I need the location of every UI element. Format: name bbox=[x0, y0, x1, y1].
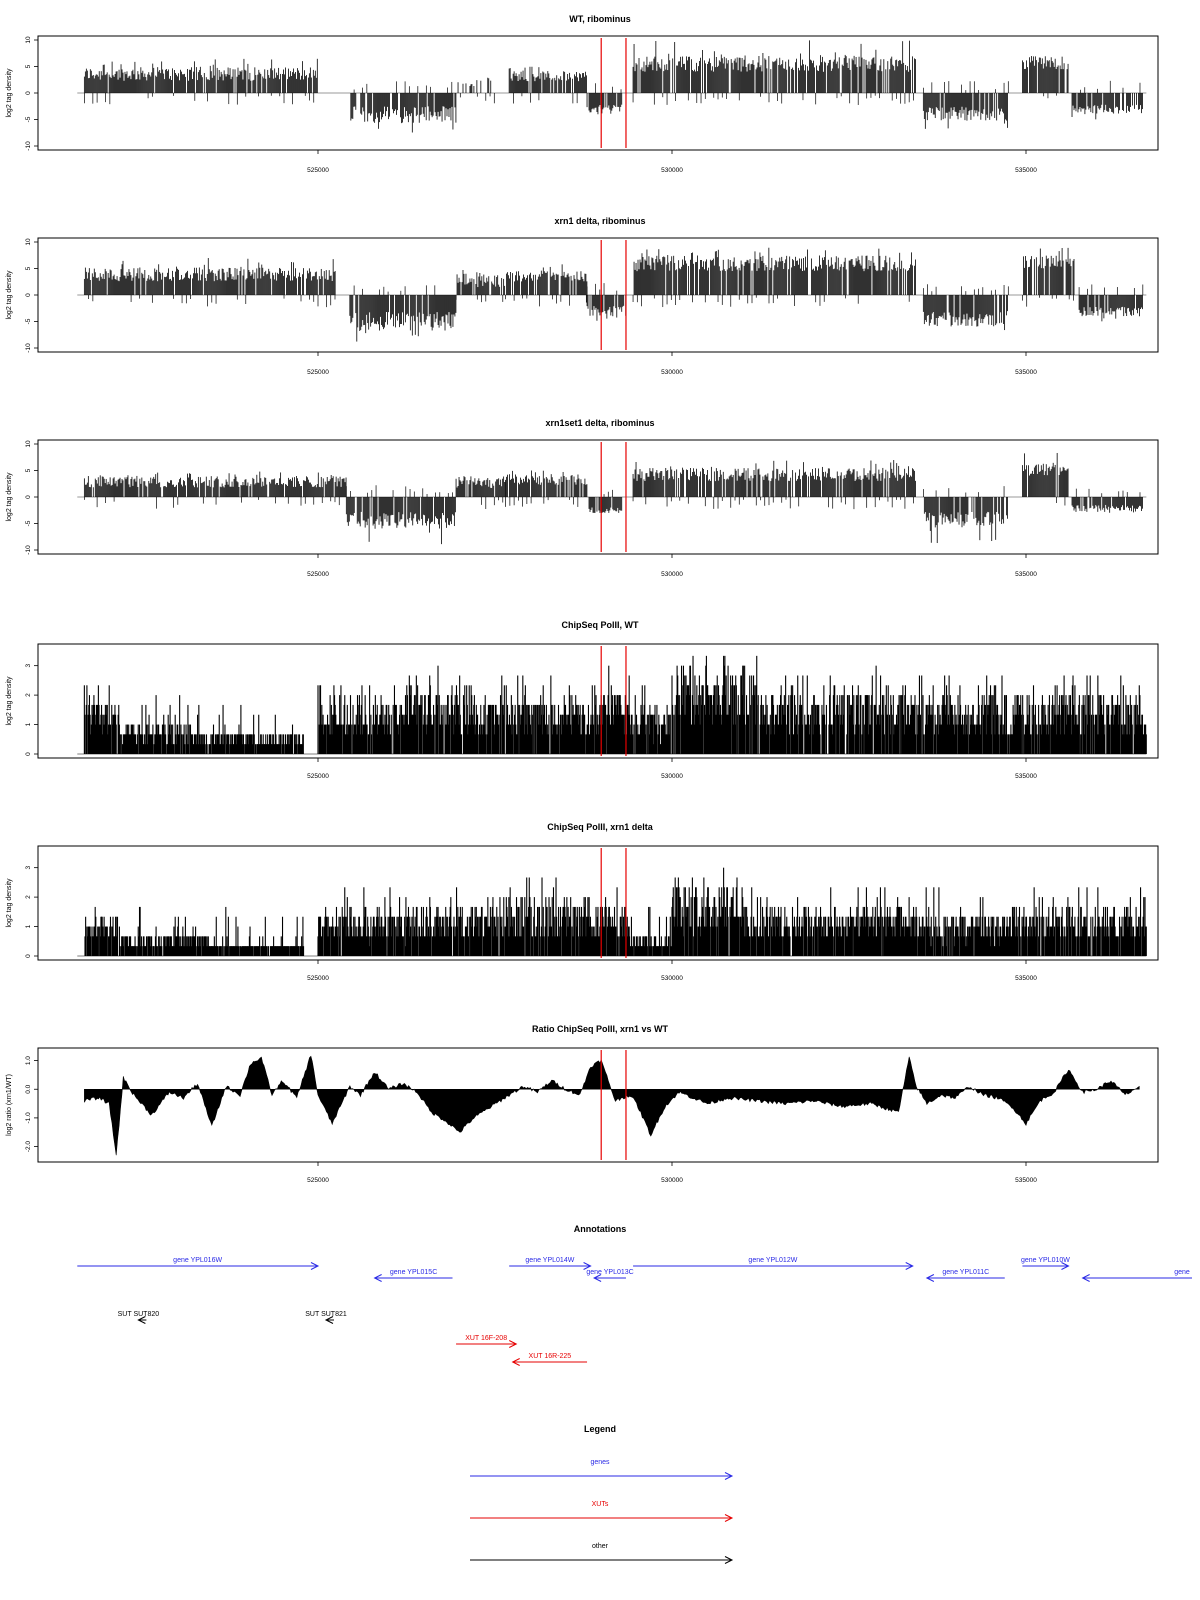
y-tick-label: 10 bbox=[25, 440, 32, 448]
y-tick-label: 1 bbox=[25, 924, 32, 928]
data-bars bbox=[77, 655, 1147, 755]
x-tick-label: 535000 bbox=[1015, 773, 1037, 780]
y-axis-label: log2 tag density bbox=[6, 472, 13, 522]
chart-title: xrn1 delta, ribominus bbox=[554, 216, 645, 226]
x-tick-label: 525000 bbox=[307, 571, 329, 578]
y-tick-label: 5 bbox=[25, 64, 32, 68]
x-tick-label: 535000 bbox=[1015, 571, 1037, 578]
y-tick-label: -5 bbox=[25, 318, 32, 324]
y-tick-label: -10 bbox=[25, 545, 32, 555]
y-tick-label: 5 bbox=[25, 468, 32, 472]
chart-panel-2: xrn1 delta, ribominus 10 5 0 -5 -10 log2 tag d… bbox=[6, 216, 1159, 376]
y-tick-label: 10 bbox=[25, 36, 32, 44]
y-axis-label: log2 tag density bbox=[6, 878, 13, 928]
x-tick-label: 530000 bbox=[661, 571, 683, 578]
y-tick-label: -5 bbox=[25, 520, 32, 526]
chart-panel-4: ChipSeq PolII, WT 3 2 1 0 log2 tag density 525… bbox=[6, 620, 1159, 780]
y-tick-label: 2 bbox=[25, 895, 32, 899]
y-tick-label: -5 bbox=[25, 116, 32, 122]
x-tick-label: 535000 bbox=[1015, 167, 1037, 174]
y-axis-label: log2 tag density bbox=[6, 270, 13, 320]
plot-frame bbox=[37, 643, 1159, 759]
y-axis-label: log2 tag density bbox=[6, 68, 13, 118]
data-bars bbox=[77, 867, 1147, 957]
x-tick-label: 530000 bbox=[661, 773, 683, 780]
x-tick-label: 530000 bbox=[661, 167, 683, 174]
x-tick-label: 530000 bbox=[661, 975, 683, 982]
x-tick-label: 525000 bbox=[307, 773, 329, 780]
chart-title: ChipSeq PolII, WT bbox=[562, 620, 639, 630]
x-tick-label: 525000 bbox=[307, 167, 329, 174]
chart-title: ChipSeq PolII, xrn1 delta bbox=[547, 822, 654, 832]
y-tick-label: 3 bbox=[25, 663, 32, 667]
y-tick-label: 0 bbox=[25, 954, 32, 958]
y-tick-label: 1 bbox=[25, 722, 32, 726]
y-tick-label: 2 bbox=[25, 693, 32, 697]
y-axis-label: log2 tag density bbox=[6, 676, 13, 726]
x-tick-label: 525000 bbox=[307, 369, 329, 376]
chart-panel-3: xrn1set1 delta, ribominus 10 5 0 -5 -10 log2 t… bbox=[6, 418, 1159, 578]
chart-panel-1: WT, ribominus 10 5 0 -5 -10 log2 tag density 52… bbox=[6, 14, 1159, 174]
chart-panel-5: ChipSeq PolII, xrn1 delta 3 2 1 0 log2 tag de… bbox=[6, 822, 1159, 982]
chart-title: xrn1set1 delta, ribominus bbox=[545, 418, 654, 428]
y-tick-label: 5 bbox=[25, 266, 32, 270]
data-bars bbox=[77, 40, 1147, 133]
y-tick-label: -10 bbox=[25, 343, 32, 353]
y-tick-label: 0 bbox=[25, 293, 32, 297]
y-tick-label: 0 bbox=[25, 91, 32, 95]
data-bars bbox=[77, 247, 1147, 342]
x-tick-label: 535000 bbox=[1015, 975, 1037, 982]
x-tick-label: 525000 bbox=[307, 975, 329, 982]
y-tick-label: 3 bbox=[25, 865, 32, 869]
x-tick-label: 535000 bbox=[1015, 369, 1037, 376]
chart-title: WT, ribominus bbox=[569, 14, 631, 24]
data-bars bbox=[77, 452, 1147, 545]
x-tick-label: 530000 bbox=[661, 369, 683, 376]
y-tick-label: 0 bbox=[25, 752, 32, 756]
y-tick-label: -10 bbox=[25, 141, 32, 151]
y-tick-label: 10 bbox=[25, 238, 32, 246]
plot-frame bbox=[37, 845, 1159, 961]
y-tick-label: 0 bbox=[25, 495, 32, 499]
